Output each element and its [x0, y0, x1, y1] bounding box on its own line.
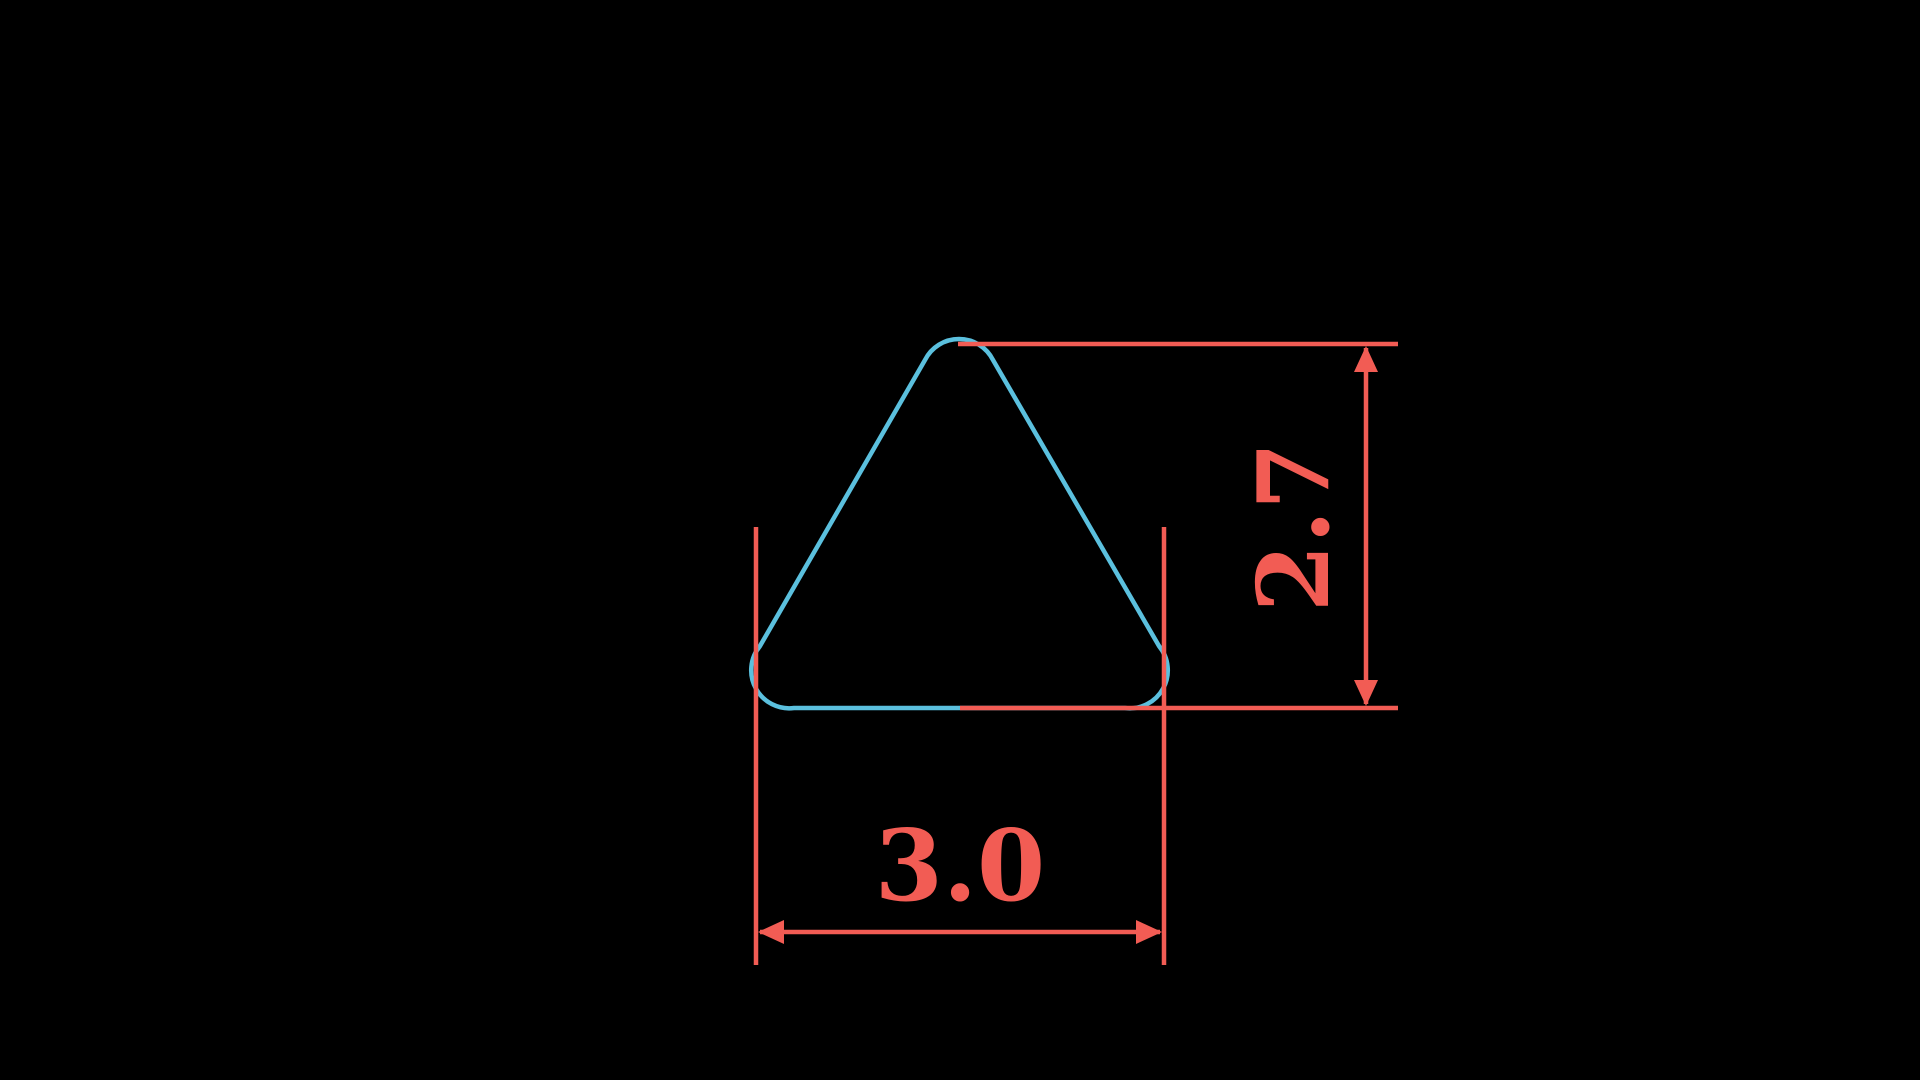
height-arrow-bottom-icon — [1354, 680, 1378, 706]
rounded-triangle-outline — [748, 336, 1171, 711]
width-arrow-right-icon — [1136, 920, 1162, 944]
height-dimension-label: 2.7 — [1237, 442, 1352, 613]
width-arrow-left-icon — [758, 920, 784, 944]
height-arrow-top-icon — [1354, 346, 1378, 372]
width-dimension-label: 3.0 — [875, 809, 1046, 924]
